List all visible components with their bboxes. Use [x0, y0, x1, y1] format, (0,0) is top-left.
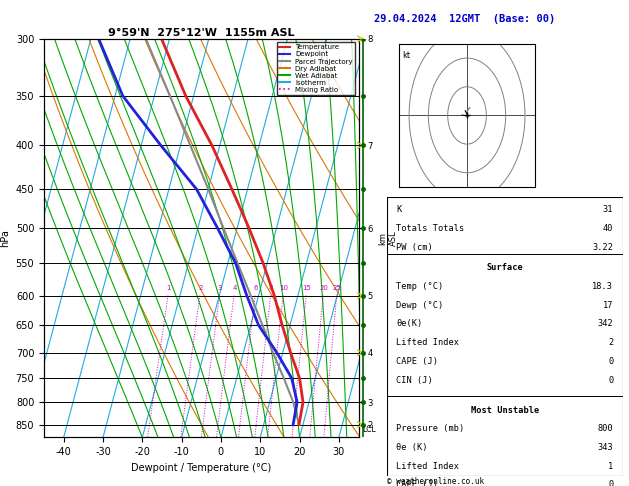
- X-axis label: Dewpoint / Temperature (°C): Dewpoint / Temperature (°C): [131, 463, 271, 473]
- Text: 8: 8: [269, 285, 274, 291]
- Text: θe (K): θe (K): [396, 443, 428, 452]
- Text: 25: 25: [333, 285, 342, 291]
- Text: 800: 800: [598, 424, 613, 434]
- Text: 15: 15: [303, 285, 311, 291]
- Text: PW (cm): PW (cm): [396, 243, 433, 252]
- Text: CIN (J): CIN (J): [396, 376, 433, 384]
- Text: CAPE (J): CAPE (J): [396, 481, 438, 486]
- Text: Most Unstable: Most Unstable: [470, 405, 539, 415]
- Text: 1: 1: [608, 462, 613, 471]
- Text: Totals Totals: Totals Totals: [396, 224, 465, 233]
- Text: kt: kt: [402, 51, 410, 60]
- Text: 2: 2: [198, 285, 203, 291]
- Text: 0: 0: [608, 481, 613, 486]
- Text: Surface: Surface: [486, 263, 523, 272]
- Text: 3: 3: [218, 285, 223, 291]
- Text: 0: 0: [608, 376, 613, 384]
- Y-axis label: hPa: hPa: [0, 229, 10, 247]
- Text: 40: 40: [603, 224, 613, 233]
- Text: 342: 342: [598, 319, 613, 329]
- Text: 18.3: 18.3: [593, 282, 613, 291]
- Text: 3.22: 3.22: [593, 243, 613, 252]
- Text: Lifted Index: Lifted Index: [396, 462, 459, 471]
- Text: LCL: LCL: [362, 425, 376, 434]
- Y-axis label: km
ASL: km ASL: [379, 230, 398, 246]
- Text: 1: 1: [167, 285, 171, 291]
- Title: 9°59'N  275°12'W  1155m ASL: 9°59'N 275°12'W 1155m ASL: [108, 28, 294, 38]
- Text: 17: 17: [603, 301, 613, 310]
- Text: 343: 343: [598, 443, 613, 452]
- Text: 31: 31: [603, 205, 613, 214]
- Text: 6: 6: [253, 285, 258, 291]
- Text: 20: 20: [320, 285, 328, 291]
- Text: Temp (°C): Temp (°C): [396, 282, 443, 291]
- Text: Dewp (°C): Dewp (°C): [396, 301, 443, 310]
- Text: 29.04.2024  12GMT  (Base: 00): 29.04.2024 12GMT (Base: 00): [374, 14, 555, 24]
- Text: θe(K): θe(K): [396, 319, 423, 329]
- Text: K: K: [396, 205, 401, 214]
- Text: Pressure (mb): Pressure (mb): [396, 424, 465, 434]
- Legend: Temperature, Dewpoint, Parcel Trajectory, Dry Adiabat, Wet Adiabat, Isotherm, Mi: Temperature, Dewpoint, Parcel Trajectory…: [277, 42, 355, 95]
- Text: © weatheronline.co.uk: © weatheronline.co.uk: [387, 477, 484, 486]
- Text: 4: 4: [232, 285, 237, 291]
- Text: 10: 10: [279, 285, 288, 291]
- Text: CAPE (J): CAPE (J): [396, 357, 438, 366]
- Text: 0: 0: [608, 357, 613, 366]
- Text: 2: 2: [608, 338, 613, 347]
- Text: Lifted Index: Lifted Index: [396, 338, 459, 347]
